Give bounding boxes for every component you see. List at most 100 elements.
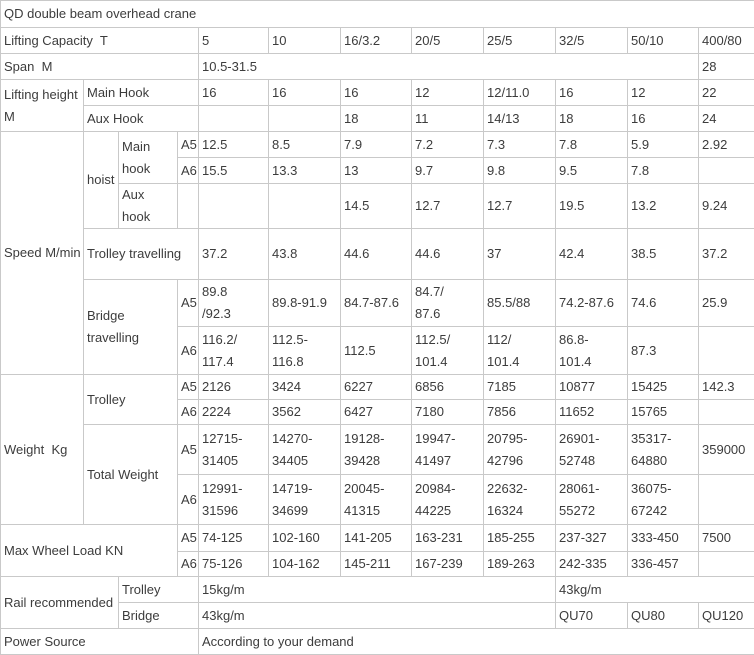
value-cell: 336-457 bbox=[628, 552, 699, 577]
value-cell: 32/5 bbox=[556, 28, 628, 54]
value-cell: QU120 bbox=[699, 603, 754, 629]
row-label-max-wheel-load: Max Wheel Load KN bbox=[1, 525, 178, 577]
value-cell: 19947- 41497 bbox=[412, 425, 484, 475]
value-cell: 89.8 /92.3 bbox=[199, 280, 269, 327]
row-label-lifting-height: Lifting height M bbox=[1, 80, 84, 132]
grade-label: A6 bbox=[178, 475, 199, 525]
value-cell: 104-162 bbox=[269, 552, 341, 577]
value-cell: 6427 bbox=[341, 400, 412, 425]
value-cell: 167-239 bbox=[412, 552, 484, 577]
row-label-rail-recommended: Rail recommended bbox=[1, 577, 119, 629]
value-cell: 112.5- 116.8 bbox=[269, 327, 341, 375]
value-cell: 50/10 bbox=[628, 28, 699, 54]
value-cell: 43.8 bbox=[269, 229, 341, 280]
value-cell: 24 bbox=[699, 106, 754, 132]
value-cell: 20045- 41315 bbox=[341, 475, 412, 525]
value-cell: According to your demand bbox=[199, 629, 754, 655]
value-cell: 14/13 bbox=[484, 106, 556, 132]
value-cell: 12.7 bbox=[412, 184, 484, 229]
value-cell: 36075- 67242 bbox=[628, 475, 699, 525]
value-cell: 6227 bbox=[341, 375, 412, 400]
aux-hook-height-row: Aux Hook 18 11 14/13 18 16 24 bbox=[1, 106, 754, 132]
value-cell: QU70 bbox=[556, 603, 628, 629]
value-cell: 43kg/m bbox=[199, 603, 556, 629]
value-cell: 12715- 31405 bbox=[199, 425, 269, 475]
value-cell: 112.5 bbox=[341, 327, 412, 375]
value-cell: 15425 bbox=[628, 375, 699, 400]
value-cell: 102-160 bbox=[269, 525, 341, 552]
row-label-bridge-travelling: Bridge travelling bbox=[84, 280, 178, 375]
value-cell: 13.3 bbox=[269, 158, 341, 184]
row-label-rail-bridge: Bridge bbox=[119, 603, 199, 629]
grade-label: A5 bbox=[178, 132, 199, 158]
value-cell: 44.6 bbox=[412, 229, 484, 280]
value-cell: 141-205 bbox=[341, 525, 412, 552]
grade-label: A6 bbox=[178, 552, 199, 577]
value-cell: 11652 bbox=[556, 400, 628, 425]
value-cell: QU80 bbox=[628, 603, 699, 629]
value-cell: 359000 bbox=[699, 425, 754, 475]
value-cell: 13 bbox=[341, 158, 412, 184]
value-cell: 74.6 bbox=[628, 280, 699, 327]
value-cell: 25/5 bbox=[484, 28, 556, 54]
row-label-lifting-capacity: Lifting Capacity T bbox=[1, 28, 199, 54]
value-cell: 44.6 bbox=[341, 229, 412, 280]
value-cell: 16 bbox=[628, 106, 699, 132]
value-cell: 16 bbox=[341, 80, 412, 106]
value-cell: 142.3 bbox=[699, 375, 754, 400]
row-label-speed: Speed M/min bbox=[1, 132, 84, 375]
main-hook-height-row: Lifting height M Main Hook 16 16 16 12 1… bbox=[1, 80, 754, 106]
value-cell: 7.9 bbox=[341, 132, 412, 158]
value-cell: 16 bbox=[269, 80, 341, 106]
value-cell bbox=[699, 552, 754, 577]
value-cell: 3424 bbox=[269, 375, 341, 400]
value-cell: 19128- 39428 bbox=[341, 425, 412, 475]
value-cell: 22632- 16324 bbox=[484, 475, 556, 525]
value-cell: 89.8-91.9 bbox=[269, 280, 341, 327]
grade-label: A6 bbox=[178, 327, 199, 375]
capacity-row: Lifting Capacity T 5 10 16/3.2 20/5 25/5… bbox=[1, 28, 754, 54]
value-cell bbox=[699, 158, 754, 184]
value-cell: 145-211 bbox=[341, 552, 412, 577]
value-cell: 7.2 bbox=[412, 132, 484, 158]
value-cell: 10.5-31.5 bbox=[199, 54, 699, 80]
row-label-aux-hook: Aux Hook bbox=[84, 106, 199, 132]
bridge-travelling-a5-row: Bridge travelling A5 89.8 /92.3 89.8-91.… bbox=[1, 280, 754, 327]
value-cell: 74-125 bbox=[199, 525, 269, 552]
value-cell: 14270- 34405 bbox=[269, 425, 341, 475]
value-cell: 84.7-87.6 bbox=[341, 280, 412, 327]
value-cell: 16/3.2 bbox=[341, 28, 412, 54]
weight-trolley-a5-row: Weight Kg Trolley A5 2126 3424 6227 6856… bbox=[1, 375, 754, 400]
value-cell: 237-327 bbox=[556, 525, 628, 552]
value-cell: 26901- 52748 bbox=[556, 425, 628, 475]
grade-label: A5 bbox=[178, 375, 199, 400]
value-cell: 42.4 bbox=[556, 229, 628, 280]
grade-label: A5 bbox=[178, 280, 199, 327]
value-cell: 15765 bbox=[628, 400, 699, 425]
value-cell: 75-126 bbox=[199, 552, 269, 577]
row-label-trolley-travelling: Trolley travelling bbox=[84, 229, 199, 280]
value-cell: 16 bbox=[199, 80, 269, 106]
value-cell: 12 bbox=[412, 80, 484, 106]
value-cell: 5 bbox=[199, 28, 269, 54]
value-cell: 7.8 bbox=[556, 132, 628, 158]
value-cell: 333-450 bbox=[628, 525, 699, 552]
value-cell bbox=[199, 184, 269, 229]
row-label-span: Span M bbox=[1, 54, 199, 80]
value-cell: 9.24 bbox=[699, 184, 754, 229]
value-cell: 25.9 bbox=[699, 280, 754, 327]
value-cell bbox=[699, 327, 754, 375]
table-title: QD double beam overhead crane bbox=[1, 1, 754, 28]
value-cell: 7185 bbox=[484, 375, 556, 400]
value-cell: 10 bbox=[269, 28, 341, 54]
value-cell: 112.5/ 101.4 bbox=[412, 327, 484, 375]
value-cell: 116.2/ 117.4 bbox=[199, 327, 269, 375]
title-row: QD double beam overhead crane bbox=[1, 1, 754, 28]
value-cell: 84.7/ 87.6 bbox=[412, 280, 484, 327]
value-cell: 12.5 bbox=[199, 132, 269, 158]
value-cell: 7.3 bbox=[484, 132, 556, 158]
value-cell: 185-255 bbox=[484, 525, 556, 552]
value-cell: 37.2 bbox=[199, 229, 269, 280]
grade-label: A5 bbox=[178, 425, 199, 475]
